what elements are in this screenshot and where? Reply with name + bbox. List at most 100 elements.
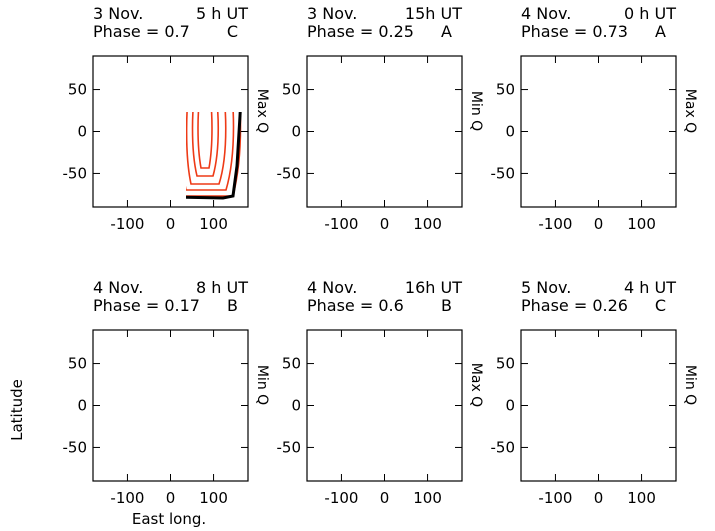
- terminator-boundary: [307, 334, 462, 476]
- contour-line: [638, 62, 665, 196]
- contour-line: [354, 362, 409, 452]
- contour-line: [218, 366, 226, 456]
- contour-line: [374, 390, 390, 430]
- panel-phase-code: C: [655, 296, 666, 315]
- contour-line: [359, 74, 417, 196]
- panel-time: 5 h UT: [196, 4, 248, 23]
- panel-side-label: Min Q: [682, 365, 698, 405]
- contour-line: [191, 112, 220, 177]
- terminator-boundary: [93, 336, 248, 473]
- contour-line: [384, 116, 394, 180]
- panel-date: 3 Nov.: [93, 4, 143, 23]
- x-tick-label: 100: [413, 215, 442, 233]
- x-tick-label: -100: [324, 215, 358, 233]
- terminator-boundary: [521, 334, 676, 472]
- x-tick-label: -100: [110, 489, 144, 507]
- x-tick-label: 100: [627, 489, 656, 507]
- contour-line: [197, 112, 213, 169]
- x-tick-label: 0: [594, 489, 604, 507]
- y-tick-label: 50: [68, 81, 87, 99]
- y-tick-label: -50: [63, 164, 88, 182]
- x-tick-label: 0: [166, 215, 176, 233]
- y-tick-label: 0: [505, 123, 515, 141]
- x-tick-label: 100: [627, 215, 656, 233]
- x-tick-label: 0: [380, 489, 390, 507]
- panel-phase: Phase = 0.6: [307, 296, 404, 315]
- y-tick-label: 0: [505, 397, 515, 415]
- y-tick-label: 50: [282, 355, 301, 373]
- panel-time: 8 h UT: [196, 278, 248, 297]
- y-tick-label: -50: [491, 164, 516, 182]
- contour-line: [364, 374, 399, 442]
- contour-line: [630, 62, 635, 198]
- contour-line: [204, 344, 237, 472]
- contour-line: [533, 68, 542, 188]
- y-tick-label: -50: [491, 438, 516, 456]
- contour-line: [99, 348, 112, 470]
- plot-frame: [520, 329, 677, 482]
- y-tick-label: 50: [68, 355, 87, 373]
- y-tick-label: -50: [63, 438, 88, 456]
- y-tick-label: 0: [77, 123, 87, 141]
- y-tick-label: -50: [277, 438, 302, 456]
- x-tick-label: 0: [380, 215, 390, 233]
- x-tick-label: -100: [324, 489, 358, 507]
- contour-line: [367, 82, 410, 191]
- contour-line: [95, 340, 100, 476]
- panel-phase-code: C: [227, 22, 238, 41]
- plot-frame: [306, 329, 463, 482]
- y-tick-label: 50: [496, 355, 515, 373]
- contour-line: [524, 338, 570, 474]
- panel-phase: Phase = 0.26: [521, 296, 628, 315]
- plot-frame: [306, 55, 463, 208]
- contour-line: [530, 344, 564, 466]
- y-tick-label: -50: [277, 164, 302, 182]
- y-tick-label: 50: [282, 81, 301, 99]
- x-tick-label: 0: [594, 215, 604, 233]
- panel-date: 4 Nov.: [521, 4, 571, 23]
- panel-side-label: Max Q: [468, 363, 484, 407]
- x-tick-label: 100: [199, 489, 228, 507]
- panel-phase: Phase = 0.17: [93, 296, 200, 315]
- panel-phase-code: A: [655, 22, 666, 41]
- contour-line: [644, 68, 660, 188]
- contour-line: [343, 352, 421, 462]
- x-tick-label: -100: [538, 489, 572, 507]
- panel-date: 4 Nov.: [93, 278, 143, 297]
- panel-side-label: Max Q: [682, 89, 698, 133]
- x-tick-label: 100: [413, 489, 442, 507]
- plot-frame: [92, 329, 249, 482]
- panel-phase-code: B: [441, 296, 452, 315]
- x-tick-label: 100: [199, 215, 228, 233]
- contour-line: [186, 112, 235, 191]
- terminator-boundary: [521, 56, 676, 204]
- contour-line: [333, 344, 431, 470]
- panel-side-label: Max Q: [254, 89, 270, 133]
- y-tick-label: 0: [77, 397, 87, 415]
- panel-phase: Phase = 0.73: [521, 22, 628, 41]
- y-tick-label: 0: [291, 397, 301, 415]
- panel-time: 15h UT: [405, 4, 462, 23]
- panel-phase-code: A: [441, 22, 452, 41]
- panel-time: 16h UT: [405, 278, 462, 297]
- panel-phase: Phase = 0.25: [307, 22, 414, 41]
- y-axis-label: Latitude: [8, 379, 26, 441]
- x-tick-label: -100: [110, 215, 144, 233]
- plot-frame: [520, 55, 677, 208]
- x-tick-label: -100: [538, 215, 572, 233]
- contour-line: [353, 68, 424, 200]
- contour-line: [536, 352, 558, 458]
- panel-date: 4 Nov.: [307, 278, 357, 297]
- panel-time: 4 h UT: [624, 278, 676, 297]
- plot-frame: [92, 55, 249, 208]
- contour-line: [542, 364, 553, 450]
- panel-side-label: Min Q: [468, 91, 484, 131]
- panel-date: 3 Nov.: [307, 4, 357, 23]
- y-tick-label: 50: [496, 81, 515, 99]
- panel-time: 0 h UT: [624, 4, 676, 23]
